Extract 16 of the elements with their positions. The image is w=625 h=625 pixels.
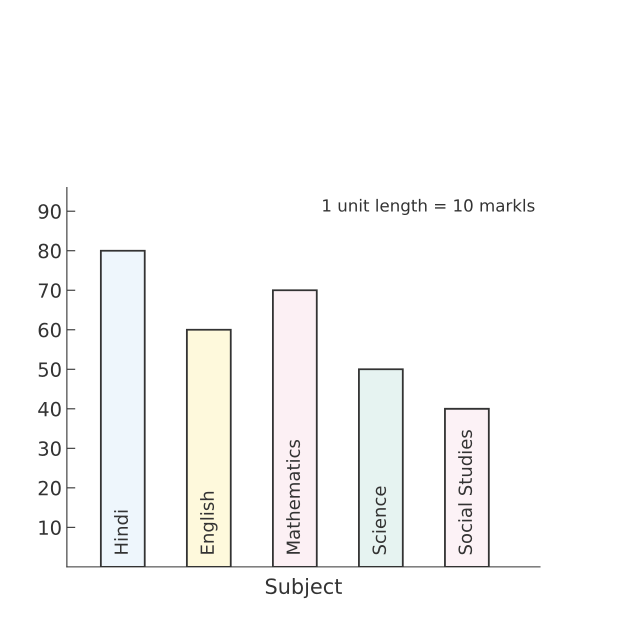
y-tick-label: 60 — [38, 322, 61, 338]
x-tick-label: Hindi — [114, 510, 128, 554]
x-tick-label: English — [200, 492, 218, 554]
x-tick-label: Social Studies — [458, 430, 472, 554]
annotation: 1 unit length = 10 markls — [323, 198, 534, 216]
y-tick-label: 90 — [38, 204, 61, 219]
y-tick-label: 30 — [38, 441, 61, 456]
x-tick-label: Mathematics — [286, 440, 300, 554]
y-tick-label: 50 — [38, 362, 61, 377]
y-tick-label: 80 — [38, 244, 61, 258]
x-tick-label: Science — [372, 486, 386, 554]
y-tick-label: 40 — [38, 402, 61, 416]
x-axis-title: Subject — [266, 578, 342, 598]
y-tick-label: 70 — [38, 283, 61, 298]
y-tick-label: 10 — [39, 520, 61, 536]
y-tick-label: 20 — [38, 480, 61, 496]
